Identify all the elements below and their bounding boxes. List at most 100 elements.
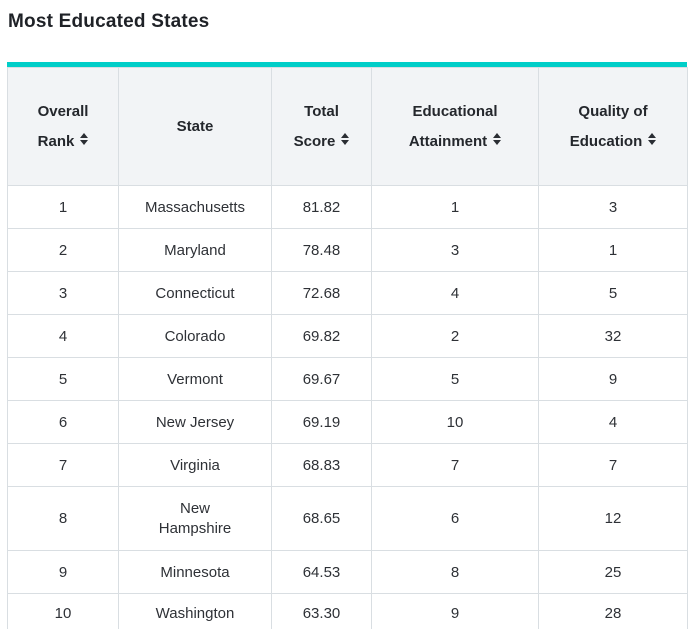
cell-text: 25 (604, 563, 622, 581)
cell-state: Maryland (118, 228, 272, 272)
cell-text: 64.53 (302, 563, 341, 581)
cell-quality-of-education: 3 (538, 185, 688, 229)
cell-text: 10 (446, 413, 464, 431)
cell-text: 5 (58, 370, 68, 388)
cell-text: 9 (608, 370, 618, 388)
table-row: 7 Virginia 68.83 7 7 (7, 443, 688, 487)
cell-total-score: 72.68 (271, 271, 372, 315)
cell-total-score: 64.53 (271, 550, 372, 594)
table-row: 5 Vermont 69.67 5 9 (7, 357, 688, 401)
cell-text: 6 (450, 510, 460, 527)
cell-text: 1 (58, 198, 68, 216)
cell-total-score: 63.30 (271, 593, 372, 629)
cell-text: New Jersey (155, 413, 235, 431)
cell-text: 2 (450, 327, 460, 345)
most-educated-states-table: Overall Rank State Total Score Educational Att… (7, 62, 688, 629)
column-header-label: Total (304, 102, 339, 120)
cell-state: New Jersey (118, 400, 272, 444)
cell-overall-rank: 7 (7, 443, 119, 487)
cell-educational-attainment: 1 (371, 185, 539, 229)
cell-educational-attainment: 5 (371, 357, 539, 401)
cell-overall-rank: 5 (7, 357, 119, 401)
table-row: 9 Minnesota 64.53 8 25 (7, 550, 688, 594)
cell-text: 8 (450, 563, 460, 581)
cell-text: 7 (58, 456, 68, 474)
cell-state: Vermont (118, 357, 272, 401)
cell-quality-of-education: 1 (538, 228, 688, 272)
cell-text: 81.82 (302, 198, 341, 216)
column-header-label: Rank (37, 132, 75, 150)
cell-text: 9 (58, 563, 68, 581)
sort-arrows-icon (493, 132, 502, 145)
cell-text: 5 (450, 370, 460, 388)
cell-text: 7 (450, 456, 460, 474)
cell-total-score: 69.82 (271, 314, 372, 358)
cell-total-score: 69.19 (271, 400, 372, 444)
column-header-quality-of-education[interactable]: Quality of Education (538, 67, 688, 186)
column-header-label: Overall (37, 102, 89, 120)
cell-quality-of-education: 4 (538, 400, 688, 444)
table-row: 4 Colorado 69.82 2 32 (7, 314, 688, 358)
cell-text: 63.30 (302, 604, 341, 622)
cell-overall-rank: 2 (7, 228, 119, 272)
cell-text: Connecticut (155, 284, 235, 302)
cell-state: New Hampshire (118, 486, 272, 551)
cell-quality-of-education: 28 (538, 593, 688, 629)
cell-text: 3 (608, 198, 618, 216)
cell-text: 68.83 (302, 456, 341, 474)
cell-text: 68.65 (302, 510, 341, 527)
cell-total-score: 68.83 (271, 443, 372, 487)
column-header-educational-attainment[interactable]: Educational Attainment (371, 67, 539, 186)
cell-quality-of-education: 7 (538, 443, 688, 487)
cell-state: Colorado (118, 314, 272, 358)
column-header-state: State (118, 67, 272, 186)
cell-text: 1 (450, 198, 460, 216)
column-header-label: Quality of (578, 102, 648, 120)
cell-text: 9 (450, 604, 460, 622)
cell-text: 2 (58, 241, 68, 259)
cell-text: Minnesota (160, 563, 230, 581)
page-title: Most Educated States (8, 11, 210, 32)
table-row: 2 Maryland 78.48 3 1 (7, 228, 688, 272)
cell-educational-attainment: 2 (371, 314, 539, 358)
cell-state: Virginia (118, 443, 272, 487)
table-row: 10 Washington 63.30 9 28 (7, 593, 688, 629)
cell-text: 7 (608, 456, 618, 474)
cell-quality-of-education: 32 (538, 314, 688, 358)
cell-text: Virginia (170, 456, 220, 474)
table-row: 8 New Hampshire 68.65 6 12 (7, 486, 688, 551)
cell-text: 69.67 (302, 370, 341, 388)
cell-state: Washington (118, 593, 272, 629)
cell-text: 12 (604, 510, 622, 527)
cell-educational-attainment: 3 (371, 228, 539, 272)
cell-state: Minnesota (118, 550, 272, 594)
cell-overall-rank: 9 (7, 550, 119, 594)
table-row: 6 New Jersey 69.19 10 4 (7, 400, 688, 444)
cell-text: 4 (58, 327, 68, 345)
sort-arrows-icon (341, 132, 350, 145)
cell-educational-attainment: 6 (371, 486, 539, 551)
cell-text: Washington (155, 604, 235, 622)
column-header-total-score[interactable]: Total Score (271, 67, 372, 186)
cell-total-score: 68.65 (271, 486, 372, 551)
cell-educational-attainment: 10 (371, 400, 539, 444)
column-header-label: Education (569, 132, 643, 150)
cell-text: 1 (608, 241, 618, 259)
table-accent-bar (7, 62, 687, 67)
cell-text: 3 (450, 241, 460, 259)
cell-educational-attainment: 4 (371, 271, 539, 315)
cell-text: 28 (604, 604, 622, 622)
cell-text: 72.68 (302, 284, 341, 302)
cell-text: 6 (58, 413, 68, 431)
table-row: 1 Massachusetts 81.82 1 3 (7, 185, 688, 229)
cell-text: 3 (58, 284, 68, 302)
cell-overall-rank: 8 (7, 486, 119, 551)
cell-overall-rank: 6 (7, 400, 119, 444)
cell-text: 4 (608, 413, 618, 431)
cell-text: 5 (608, 284, 618, 302)
cell-overall-rank: 10 (7, 593, 119, 629)
table-header-row: Overall Rank State Total Score Educational Att… (7, 67, 688, 186)
cell-text: 8 (58, 510, 68, 527)
column-header-overall-rank[interactable]: Overall Rank (7, 67, 119, 186)
